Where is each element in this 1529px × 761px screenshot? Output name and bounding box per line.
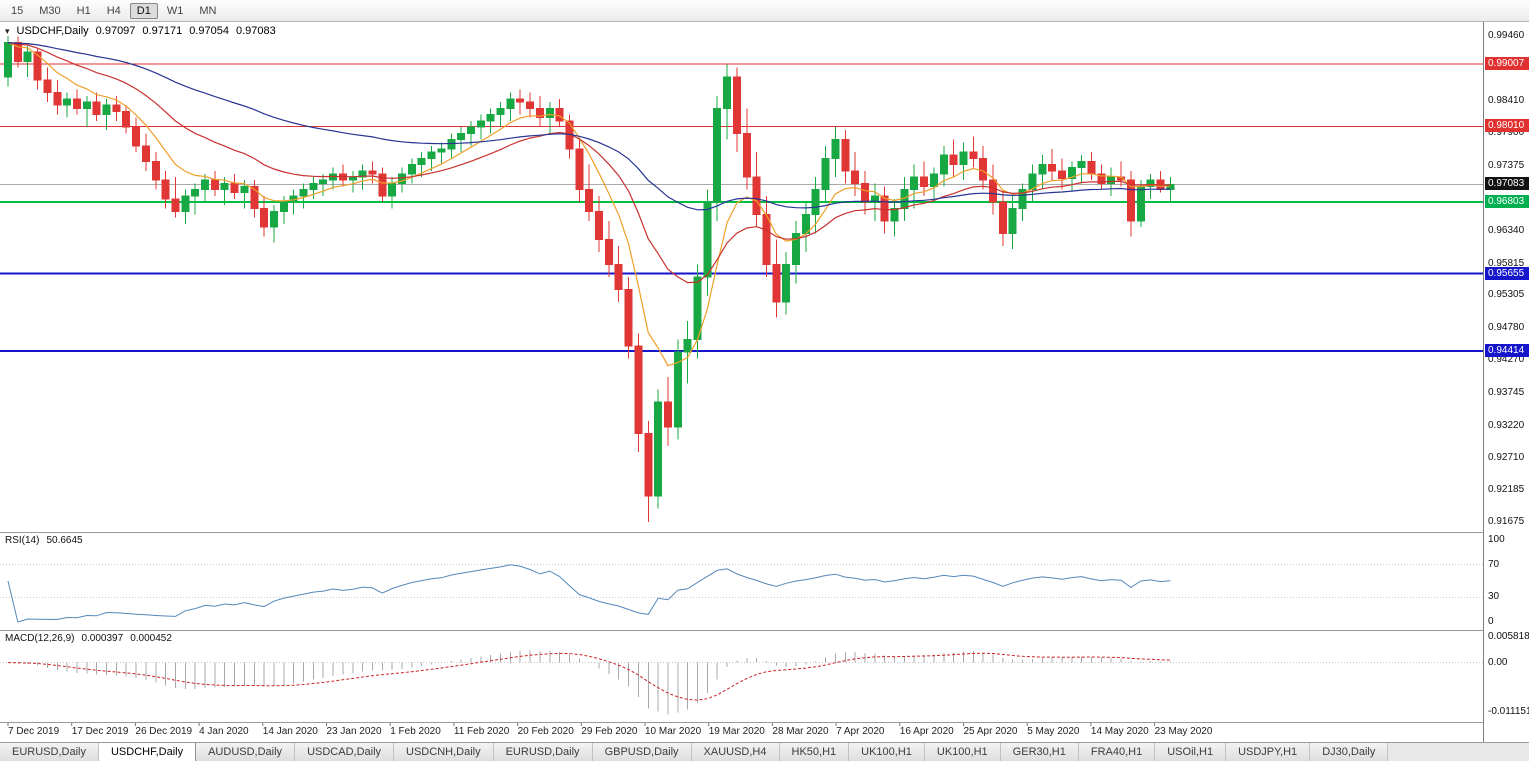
chart-tab-eurusd-daily[interactable]: EURUSD,Daily — [493, 743, 593, 761]
timeframe-button-h1[interactable]: H1 — [76, 4, 91, 17]
time-axis[interactable]: 7 Dec 2019 17 Dec 2019 26 Dec 2019 4 Jan 20… — [0, 722, 1483, 742]
chart-tab-ger30-h1[interactable]: GER30,H1 — [1000, 743, 1079, 761]
time-label: 23 May 2020 — [1154, 726, 1213, 737]
time-label: 10 Mar 2020 — [645, 726, 702, 737]
panel-separator-rsi[interactable] — [0, 532, 1529, 533]
time-label: 7 Dec 2019 — [8, 726, 60, 737]
price-badge: 0.96803 — [1485, 194, 1529, 208]
price-tick-label: 0.94780 — [1488, 322, 1525, 334]
chart-tab-fra40-h1[interactable]: FRA40,H1 — [1078, 743, 1156, 761]
time-label: 11 Feb 2020 — [453, 726, 510, 737]
chart-tab-usdchf-daily[interactable]: USDCHF,Daily — [98, 743, 197, 761]
chart-tab-dj30-daily[interactable]: DJ30,Daily — [1310, 743, 1389, 761]
price-tick-label: 0.95815 — [1488, 257, 1525, 269]
time-label: 23 Jan 2020 — [326, 726, 382, 737]
timeframe-button-w1[interactable]: W1 — [166, 4, 184, 17]
timeframe-button-m30[interactable]: M30 — [39, 4, 61, 17]
time-label: 16 Apr 2020 — [899, 726, 954, 737]
price-tick-label: 0.96340 — [1488, 224, 1525, 236]
time-label: 25 Apr 2020 — [963, 726, 1018, 737]
timeframe-button-h4[interactable]: H4 — [106, 4, 121, 17]
chart-window: ▾ USDCHF,Daily 0.97097 0.97171 0.97054 0… — [0, 22, 1529, 742]
price-badge: 0.98010 — [1485, 119, 1529, 133]
chart-tab-uk100-h1[interactable]: UK100,H1 — [849, 743, 925, 761]
price-tick-label: 0.97900 — [1488, 127, 1525, 139]
price-tick-label: 0.95305 — [1488, 289, 1525, 301]
time-label: 5 May 2020 — [1027, 726, 1080, 737]
price-tick-label: 0.97375 — [1488, 160, 1525, 172]
bottom-tabbar: EURUSD,Daily USDCHF,Daily AUDUSD,Daily USDC… — [0, 742, 1529, 761]
time-label: 1 Feb 2020 — [390, 726, 441, 737]
chart-canvas[interactable] — [0, 22, 1483, 742]
rsi-axis-label: 0 — [1488, 616, 1494, 627]
time-label: 4 Jan 2020 — [199, 726, 249, 737]
chart-tab-usdcad-daily[interactable]: USDCAD,Daily — [295, 743, 395, 761]
timeframe-button-15[interactable]: 15 — [11, 4, 24, 17]
price-badge: 0.94414 — [1485, 344, 1529, 358]
time-label: 7 Apr 2020 — [836, 726, 885, 737]
chart-tab-xauusd-h4[interactable]: XAUUSD,H4 — [691, 743, 780, 761]
time-axis-separator — [0, 722, 1529, 723]
price-badge: 0.95655 — [1485, 266, 1529, 280]
price-tick-label: 0.93220 — [1488, 419, 1525, 431]
rsi-axis-label: 70 — [1488, 558, 1500, 570]
price-badge: 0.99007 — [1485, 57, 1529, 71]
price-tick-label: 0.92185 — [1488, 484, 1525, 496]
macd-axis-label: -0.011151 — [1488, 706, 1529, 718]
symbol-dropdown-icon[interactable]: ▾ — [5, 25, 10, 36]
rsi-axis-label: 30 — [1488, 591, 1500, 603]
price-tick-label: 0.98410 — [1488, 95, 1525, 107]
time-label: 14 May 2020 — [1090, 726, 1149, 737]
macd-axis-label: 0.00 — [1488, 656, 1508, 668]
price-axis[interactable]: 0.99460 0.98410 0.97900 0.97375 0.96340 0.958… — [1483, 22, 1529, 742]
time-label: 29 Feb 2020 — [581, 726, 638, 737]
timeframe-toolbar: 15 M30 H1 H4 D1 W1 MN — [0, 0, 1529, 22]
price-badge: 0.97083 — [1485, 177, 1529, 191]
chart-tab-eurusd-daily[interactable]: EURUSD,Daily — [0, 743, 99, 761]
time-label: 26 Dec 2019 — [135, 726, 193, 737]
chart-tab-hk50-h1[interactable]: HK50,H1 — [779, 743, 850, 761]
chart-tab-audusd-daily[interactable]: AUDUSD,Daily — [196, 743, 296, 761]
chart-tab-gbpusd-daily[interactable]: GBPUSD,Daily — [592, 743, 692, 761]
price-tick-label: 0.93745 — [1488, 386, 1525, 398]
price-tick-label: 0.92710 — [1488, 451, 1525, 463]
chart-tab-usoil-h1[interactable]: USOil,H1 — [1155, 743, 1227, 761]
rsi-axis-label: 100 — [1488, 534, 1505, 545]
timeframe-button-mn[interactable]: MN — [199, 4, 217, 17]
time-label: 14 Jan 2020 — [262, 726, 318, 737]
time-label: 28 Mar 2020 — [772, 726, 829, 737]
price-tick-label: 0.94270 — [1488, 354, 1525, 366]
time-label: 19 Mar 2020 — [708, 726, 765, 737]
price-tick-label: 0.91675 — [1488, 516, 1525, 528]
chart-tab-usdjpy-h1[interactable]: USDJPY,H1 — [1226, 743, 1311, 761]
chart-tab-usdcnh-daily[interactable]: USDCNH,Daily — [394, 743, 494, 761]
time-label: 17 Dec 2019 — [71, 726, 129, 737]
time-label: 20 Feb 2020 — [517, 726, 574, 737]
price-tick-label: 0.99460 — [1488, 29, 1525, 41]
macd-axis-label: 0.005818 — [1488, 630, 1529, 642]
timeframe-button-d1[interactable]: D1 — [129, 2, 158, 19]
panel-separator-macd[interactable] — [0, 630, 1529, 631]
chart-tab-uk100-h1[interactable]: UK100,H1 — [924, 743, 1001, 761]
